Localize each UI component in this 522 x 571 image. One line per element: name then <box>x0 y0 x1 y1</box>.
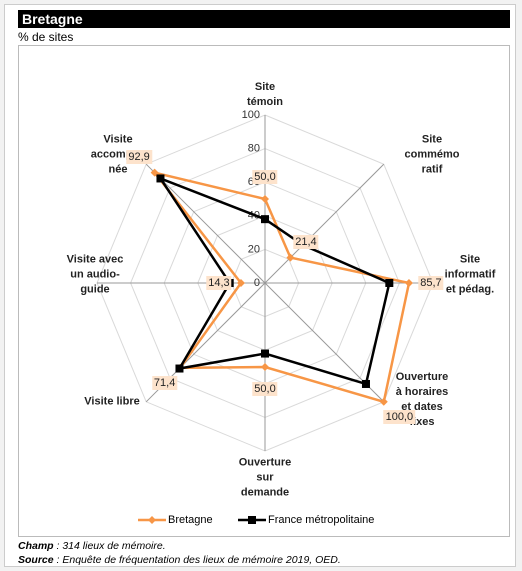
marker <box>175 364 184 373</box>
marker <box>261 363 269 371</box>
marker <box>385 279 394 287</box>
marker <box>261 215 269 224</box>
marker <box>404 279 413 287</box>
spoke <box>145 163 266 284</box>
category-label: Ouverture sur demande <box>238 456 292 499</box>
data-label: 92,9 <box>126 150 152 165</box>
category-label: Site informatif et pédag. <box>444 253 496 296</box>
data-label: 50,0 <box>252 170 278 184</box>
legend-label: Bretagne <box>168 514 213 526</box>
legend-label: France métropolitaine <box>268 514 375 526</box>
marker <box>156 174 165 183</box>
category-label: Visite avec un audio- guide <box>66 253 124 296</box>
marker <box>361 379 370 388</box>
tick-label: 20 <box>248 243 260 255</box>
data-label: 100,0 <box>383 410 416 425</box>
subtitle: % de sites <box>18 30 74 44</box>
data-label: 14,3 <box>206 276 232 290</box>
note: Champ : 314 lieux de mémoire. <box>18 540 166 552</box>
marker <box>286 253 295 262</box>
tick-label: 0 <box>254 277 260 289</box>
marker <box>261 349 269 358</box>
note: Source : Enquête de fréquentation des li… <box>18 554 341 566</box>
category-label: Visite libre <box>84 395 140 408</box>
note-text: : Enquête de fréquentation des lieux de … <box>53 554 341 566</box>
plot-box <box>18 45 510 537</box>
legend-marker <box>148 516 156 524</box>
marker <box>261 195 269 203</box>
title: Bretagne <box>18 10 510 28</box>
marker <box>379 397 388 406</box>
category-label: Ouverture à horaires et dates fixes <box>395 371 449 428</box>
tick-label: 100 <box>242 109 260 121</box>
data-label: 71,4 <box>151 376 178 391</box>
data-label: 85,7 <box>418 276 444 290</box>
note-text: : 314 lieux de mémoire. <box>53 540 166 552</box>
category-label: Site témoin <box>246 81 284 108</box>
tick-label: 80 <box>248 143 260 155</box>
marker <box>236 279 245 287</box>
data-label: 21,4 <box>293 235 319 250</box>
note-label: Champ <box>18 540 54 552</box>
spoke <box>264 163 385 284</box>
legend-marker <box>248 516 256 524</box>
data-label: 50,0 <box>252 382 278 396</box>
category-label: Site commémo ratif <box>404 133 460 176</box>
note-label: Source <box>18 554 54 566</box>
